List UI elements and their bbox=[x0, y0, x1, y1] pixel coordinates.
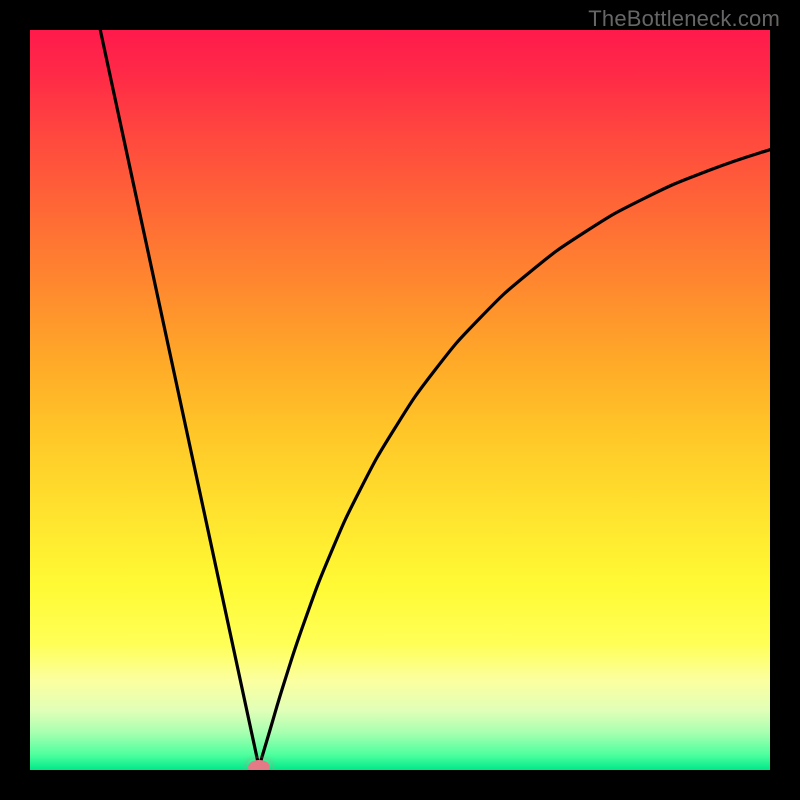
watermark-text: TheBottleneck.com bbox=[588, 6, 780, 32]
plot-area bbox=[30, 30, 770, 770]
bottleneck-curve bbox=[30, 30, 770, 770]
optimal-point-marker bbox=[248, 760, 270, 770]
